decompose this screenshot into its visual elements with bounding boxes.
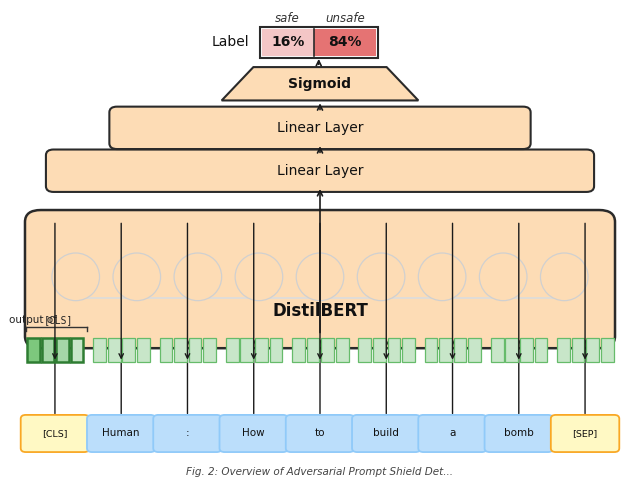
FancyBboxPatch shape — [46, 149, 594, 192]
Text: output of: output of — [9, 315, 60, 325]
Bar — [189, 338, 202, 362]
Ellipse shape — [52, 253, 100, 301]
Bar — [204, 338, 216, 362]
Text: Linear Layer: Linear Layer — [276, 121, 364, 135]
Bar — [425, 338, 437, 362]
Bar — [572, 338, 584, 362]
Text: build: build — [373, 428, 399, 439]
Ellipse shape — [540, 253, 588, 301]
FancyBboxPatch shape — [220, 415, 288, 452]
Ellipse shape — [357, 253, 405, 301]
FancyBboxPatch shape — [109, 107, 531, 149]
FancyBboxPatch shape — [484, 415, 553, 452]
Text: How: How — [243, 428, 265, 439]
FancyBboxPatch shape — [286, 415, 354, 452]
Text: Label: Label — [211, 35, 249, 49]
Bar — [269, 338, 282, 362]
Bar — [314, 28, 376, 56]
Text: a: a — [449, 428, 456, 439]
Bar — [506, 338, 518, 362]
Bar — [292, 338, 305, 362]
Bar — [557, 338, 570, 362]
Text: Fig. 2: Overview of Adversarial Prompt Shield Det...: Fig. 2: Overview of Adversarial Prompt S… — [186, 467, 454, 477]
Bar — [262, 28, 314, 56]
Text: Sigmoid: Sigmoid — [289, 77, 351, 91]
Text: [CLS]: [CLS] — [44, 315, 74, 325]
Bar — [388, 338, 400, 362]
Bar — [402, 338, 415, 362]
Bar — [520, 338, 532, 362]
Bar — [27, 338, 40, 362]
Bar — [491, 338, 504, 362]
Bar — [468, 338, 481, 362]
Bar — [108, 338, 120, 362]
FancyBboxPatch shape — [20, 415, 89, 452]
Bar — [321, 338, 334, 362]
Bar — [534, 338, 547, 362]
FancyBboxPatch shape — [352, 415, 420, 452]
Ellipse shape — [113, 253, 161, 301]
Bar — [122, 338, 135, 362]
Bar — [255, 338, 268, 362]
Text: 84%: 84% — [328, 35, 362, 49]
Bar — [373, 338, 386, 362]
FancyBboxPatch shape — [153, 415, 221, 452]
Ellipse shape — [479, 253, 527, 301]
Bar — [307, 338, 319, 362]
Text: [SEP]: [SEP] — [572, 429, 598, 438]
Bar — [137, 338, 150, 362]
Bar — [586, 338, 599, 362]
Text: DistilBERT: DistilBERT — [272, 302, 368, 320]
Bar — [241, 338, 253, 362]
Bar — [93, 338, 106, 362]
Text: safe: safe — [275, 12, 300, 25]
FancyBboxPatch shape — [551, 415, 620, 452]
Bar — [56, 338, 69, 362]
Bar — [159, 338, 172, 362]
Ellipse shape — [174, 253, 221, 301]
Bar — [174, 338, 187, 362]
Bar — [226, 338, 239, 362]
Bar — [71, 338, 83, 362]
Bar — [42, 338, 54, 362]
Text: unsafe: unsafe — [325, 12, 365, 25]
Text: [CLS]: [CLS] — [42, 429, 68, 438]
Ellipse shape — [419, 253, 466, 301]
Text: :: : — [186, 428, 189, 439]
Text: 16%: 16% — [271, 35, 305, 49]
Bar — [336, 338, 349, 362]
Bar — [454, 338, 467, 362]
Polygon shape — [221, 67, 419, 100]
FancyBboxPatch shape — [25, 210, 615, 348]
FancyBboxPatch shape — [87, 415, 156, 452]
Bar — [439, 338, 452, 362]
Ellipse shape — [235, 253, 283, 301]
Bar — [358, 338, 371, 362]
Ellipse shape — [296, 253, 344, 301]
Bar — [260, 27, 378, 57]
Text: Human: Human — [102, 428, 140, 439]
FancyBboxPatch shape — [419, 415, 487, 452]
Text: Linear Layer: Linear Layer — [276, 164, 364, 178]
Bar — [601, 338, 614, 362]
Text: bomb: bomb — [504, 428, 534, 439]
Text: to: to — [315, 428, 325, 439]
